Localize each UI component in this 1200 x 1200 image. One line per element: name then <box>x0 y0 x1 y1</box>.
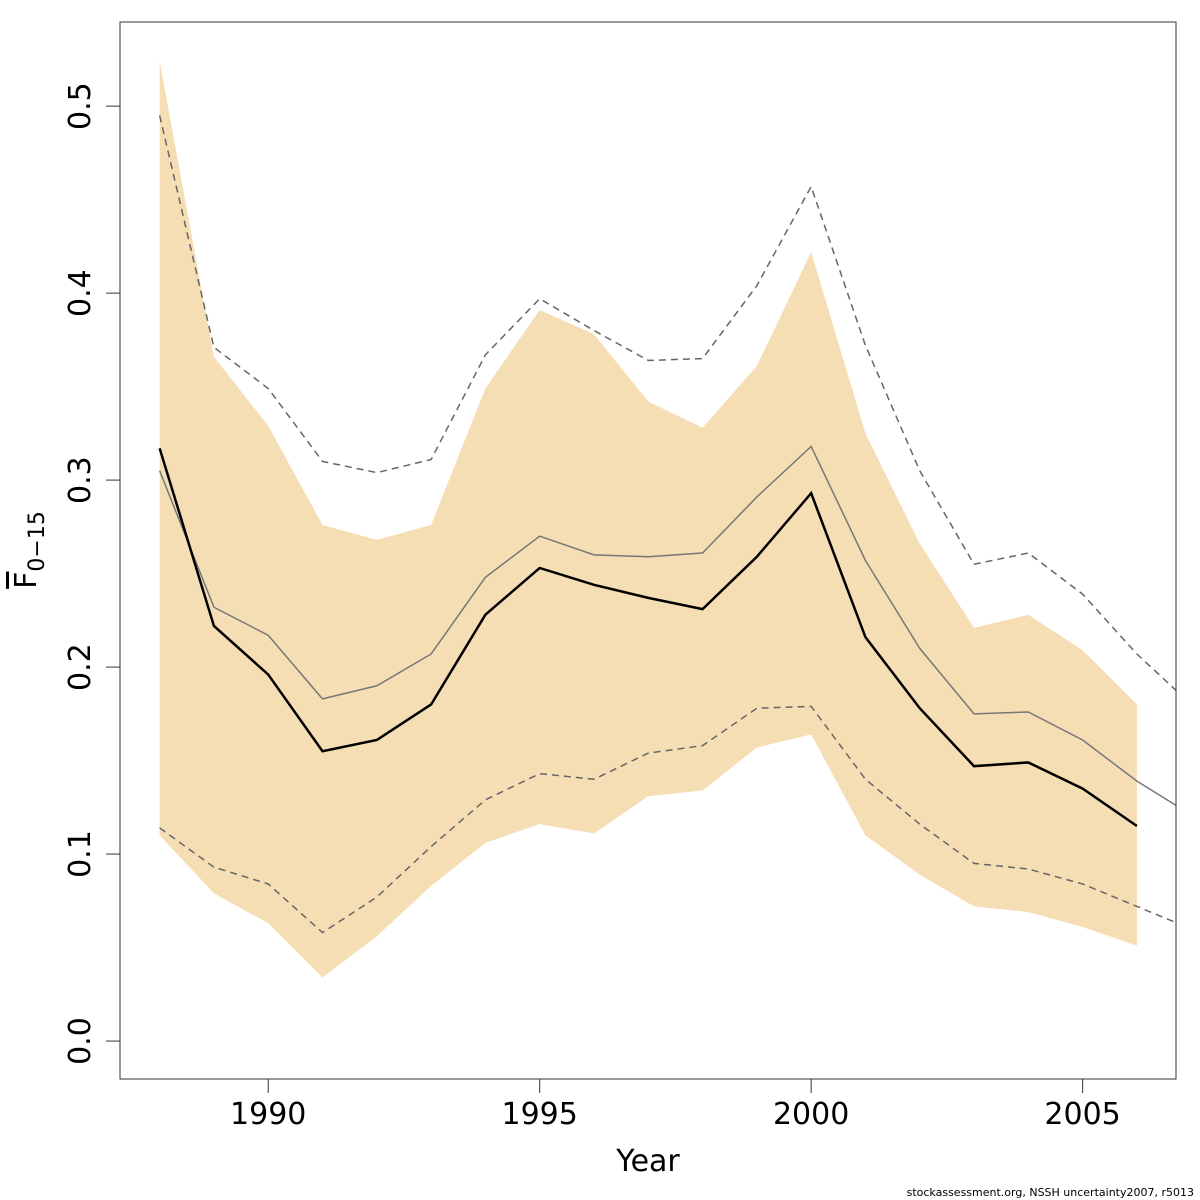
y-label-main: F <box>9 572 44 589</box>
plot-frame <box>119 21 1177 1080</box>
plot-area <box>158 61 1176 978</box>
y-tick-label: 0.0 <box>63 1017 98 1065</box>
y-tick-label: 0.1 <box>63 830 98 878</box>
x-axis-label: Year <box>615 1144 680 1179</box>
series-line <box>158 445 1176 807</box>
series-line <box>159 705 1176 934</box>
y-tick-label: 0.4 <box>63 269 98 317</box>
y-tick-label: 0.5 <box>63 82 98 130</box>
y-axis-label-text: F0−15 <box>9 511 50 589</box>
series-line <box>158 115 1176 692</box>
y-tick-label: 0.3 <box>63 456 98 504</box>
footer: stockassessment.org, NSSH uncertainty200… <box>907 1186 1194 1199</box>
x-tick-label: 2005 <box>1044 1097 1120 1132</box>
confidence-band <box>159 61 1137 978</box>
x-tick-label: 1995 <box>502 1097 578 1132</box>
y-label-sub: 0−15 <box>25 511 50 571</box>
x-tick-label: 2000 <box>773 1097 849 1132</box>
y-tick-label: 0.2 <box>63 643 98 691</box>
y-axis-label: F0−15 <box>9 511 50 589</box>
x-tick-label: 1990 <box>230 1097 306 1132</box>
series-line <box>158 447 1138 828</box>
